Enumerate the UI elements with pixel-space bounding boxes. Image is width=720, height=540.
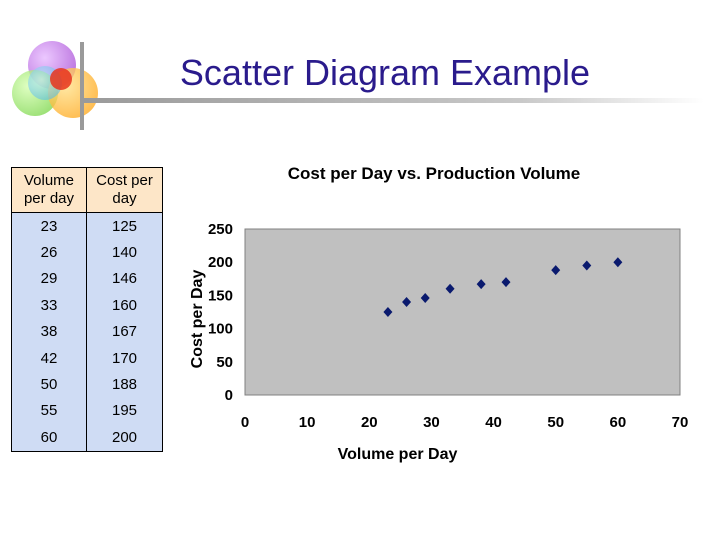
x-tick-label: 20: [361, 414, 378, 431]
table-row: 26 140: [11, 239, 163, 266]
x-tick-label: 40: [485, 414, 502, 431]
header-cost: Cost per day: [86, 167, 163, 213]
y-tick-label: 0: [225, 387, 233, 404]
slide-title: Scatter Diagram Example: [179, 52, 591, 93]
y-tick-label: 50: [216, 354, 233, 371]
cell-cost: 188: [86, 371, 163, 398]
y-axis-ticks: 0 50 100 150 200 250: [208, 221, 233, 404]
table-row: 33 160: [11, 292, 163, 319]
cell-volume: 55: [11, 397, 87, 425]
scatter-chart: Cost per Day vs. Production Volume 0 50 10…: [189, 164, 689, 463]
y-tick-label: 200: [208, 254, 233, 271]
cell-volume: 26: [11, 239, 87, 266]
table-row: 50 188: [11, 371, 163, 398]
cell-volume: 42: [11, 344, 87, 372]
x-tick-label: 30: [423, 414, 440, 431]
cell-cost: 195: [86, 397, 163, 425]
cell-volume: 23: [11, 212, 87, 240]
table-row: 60 200: [11, 424, 163, 452]
cell-cost: 140: [86, 239, 163, 266]
y-tick-label: 100: [208, 321, 233, 338]
x-tick-label: 70: [672, 414, 689, 431]
title-horizontal-rule: [84, 98, 704, 103]
data-point: [582, 260, 592, 271]
y-tick-label: 150: [208, 287, 233, 304]
data-point: [383, 307, 393, 317]
data-point: [476, 279, 486, 290]
header-volume: Volume per day: [11, 167, 87, 213]
table-row: 23 125: [11, 212, 163, 240]
data-point: [445, 283, 455, 294]
data-point: [420, 293, 430, 304]
cell-cost: 125: [86, 212, 163, 240]
table-row: 38 167: [11, 318, 163, 345]
cell-volume: 38: [11, 318, 87, 345]
cell-volume: 33: [11, 292, 87, 319]
x-axis-ticks: 0 10 20 30 40 50 60 70: [241, 414, 689, 431]
table-header-row: Volume per day Cost per day: [11, 167, 163, 213]
data-table: Volume per day Cost per day 23 125 26 140 …: [11, 167, 163, 452]
cell-cost: 146: [86, 265, 163, 293]
chart-title: Cost per Day vs. Production Volume: [288, 164, 581, 183]
x-tick-label: 0: [241, 414, 249, 431]
data-point: [551, 265, 561, 276]
red-circle-icon: [50, 68, 72, 90]
cell-cost: 200: [86, 424, 163, 452]
cell-volume: 60: [11, 424, 87, 452]
data-points: [383, 257, 623, 317]
x-tick-label: 50: [547, 414, 564, 431]
data-point: [613, 257, 623, 268]
title-vertical-rule: [80, 42, 84, 130]
logo-icon: [8, 38, 103, 118]
x-axis-label: Volume per Day: [338, 446, 458, 463]
cell-volume: 50: [11, 371, 87, 398]
cell-volume: 29: [11, 265, 87, 293]
x-tick-label: 10: [299, 414, 316, 431]
table-row: 42 170: [11, 344, 163, 372]
y-tick-label: 250: [208, 221, 233, 238]
x-tick-label: 60: [610, 414, 627, 431]
cell-cost: 160: [86, 292, 163, 319]
table-row: 29 146: [11, 265, 163, 293]
cell-cost: 170: [86, 344, 163, 372]
table-row: 55 195: [11, 397, 163, 425]
data-point: [501, 277, 511, 288]
y-axis-label: Cost per Day: [189, 270, 206, 369]
data-point: [402, 297, 412, 308]
plot-area: [244, 228, 681, 396]
cell-cost: 167: [86, 318, 163, 345]
